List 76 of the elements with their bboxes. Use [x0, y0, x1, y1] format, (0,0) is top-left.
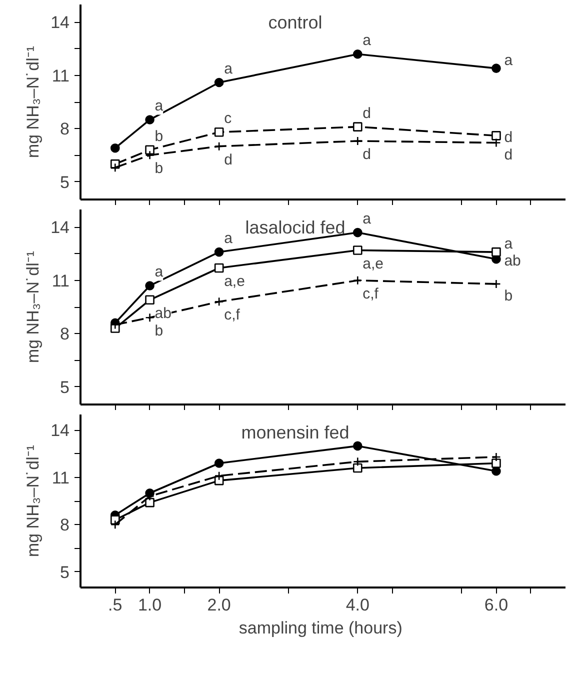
- point: [214, 78, 224, 88]
- x-axis-title: sampling time (hours): [238, 618, 402, 638]
- point: [352, 463, 362, 473]
- annotation: ab: [154, 304, 172, 322]
- point: [352, 49, 362, 59]
- annotation: c,f: [362, 285, 380, 302]
- annotation: d: [362, 146, 371, 163]
- annotation: b: [154, 160, 164, 178]
- point: [110, 143, 120, 153]
- point: [214, 458, 224, 468]
- y-tick-label: 5: [60, 378, 70, 397]
- annotation: d: [504, 129, 513, 146]
- point: [352, 441, 362, 451]
- x-tick-label: 4.0: [346, 596, 370, 614]
- x-tick-label: .5: [108, 596, 122, 614]
- y-tick-label: 8: [60, 120, 70, 139]
- annotation: d: [362, 104, 371, 122]
- annotation: ab: [504, 252, 521, 270]
- annotation: b: [504, 287, 513, 304]
- y-axis-title: mg NH₃–N˙dl⁻¹: [24, 444, 43, 558]
- annotation: a: [224, 230, 234, 248]
- annotation: a,e: [362, 255, 384, 272]
- chart-title: control: [268, 12, 322, 32]
- chart-title: lasalocid fed: [245, 218, 346, 238]
- annotation: c: [224, 110, 232, 128]
- annotation: b: [154, 128, 164, 145]
- point: [145, 312, 154, 322]
- annotation: d: [504, 146, 513, 164]
- point: [214, 247, 224, 257]
- point: [492, 279, 501, 289]
- y-tick-label: 8: [60, 516, 70, 535]
- y-tick-label: 11: [52, 66, 70, 86]
- point: [352, 122, 362, 132]
- point: [145, 145, 154, 155]
- point: [492, 131, 501, 140]
- annotation: a: [224, 60, 234, 78]
- point: [352, 276, 362, 286]
- annotation: a: [504, 52, 514, 69]
- x-tick-label: 2.0: [207, 596, 231, 614]
- y-tick-label: 5: [60, 562, 70, 582]
- y-axis-title: mg NH₃–N˙dl⁻¹: [24, 46, 43, 158]
- point: [214, 297, 224, 306]
- point: [492, 247, 501, 257]
- annotation: b: [154, 322, 164, 340]
- point: [145, 115, 154, 124]
- annotation: a: [504, 236, 514, 253]
- point: [352, 228, 362, 238]
- point: [492, 64, 501, 73]
- y-tick-label: 11: [52, 271, 70, 290]
- annotation: a: [154, 98, 164, 115]
- annotation: a: [154, 264, 164, 281]
- point: [352, 136, 362, 146]
- point: [110, 162, 120, 172]
- x-tick-label: 1.0: [138, 596, 162, 614]
- point: [110, 520, 120, 530]
- y-tick-label: 14: [50, 218, 70, 238]
- chart-title: monensin fed: [241, 422, 350, 442]
- y-axis-title: mg NH₃–N˙dl⁻¹: [24, 250, 43, 364]
- annotation: a: [362, 210, 372, 228]
- point: [214, 127, 224, 137]
- y-tick-label: 14: [50, 421, 70, 440]
- annotation: c,f: [224, 306, 241, 324]
- annotation: d: [224, 151, 232, 168]
- point: [145, 281, 154, 290]
- x-tick-label: 6.0: [484, 596, 508, 614]
- point: [492, 458, 501, 468]
- point: [145, 295, 154, 305]
- point: [352, 246, 362, 255]
- annotation: a: [362, 32, 372, 50]
- point: [145, 150, 154, 160]
- y-tick-label: 11: [52, 468, 70, 488]
- annotation: a,e: [224, 273, 245, 290]
- y-tick-label: 14: [50, 13, 70, 32]
- point: [214, 263, 224, 273]
- y-tick-label: 5: [60, 172, 70, 192]
- y-tick-label: 8: [60, 324, 70, 344]
